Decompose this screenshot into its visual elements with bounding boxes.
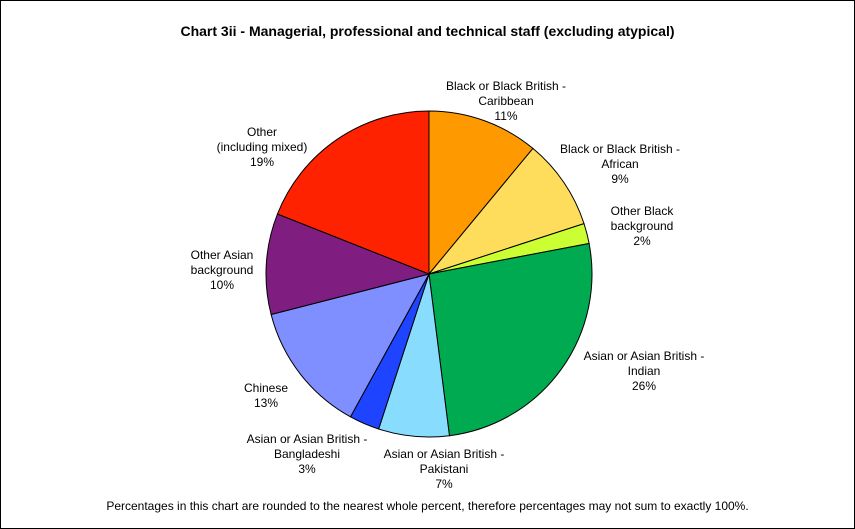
slice-label: Black or Black British -African 9% — [560, 142, 680, 186]
slice-label-line: 9% — [611, 172, 629, 186]
slice-label: Asian or Asian British -Indian 26% — [584, 349, 705, 393]
slice-label-line: 19% — [250, 155, 274, 169]
slice-label-line: Asian or Asian British - — [247, 432, 368, 446]
slice-label-line: Other — [247, 125, 277, 139]
pie-slice — [427, 147, 585, 276]
pie-slice — [276, 110, 430, 275]
slice-label-line: 7% — [435, 477, 453, 491]
slice-label: Chinese 13% — [244, 381, 288, 410]
slice-label-line: 2% — [633, 234, 651, 248]
slice-label: Black or Black British -Caribbean 11% — [446, 79, 566, 123]
slice-label: Asian or Asian British -Pakistani 7% — [384, 447, 505, 491]
slice-label-line: (including mixed) — [217, 140, 308, 154]
pie-slice — [428, 242, 593, 437]
slice-label-line: 3% — [298, 462, 316, 476]
slice-label: Asian or Asian British -Bangladeshi 3% — [247, 432, 368, 476]
chart-title: Chart 3ii - Managerial, professional and… — [180, 23, 675, 39]
pie-slice — [270, 273, 430, 418]
slice-label-line: Other Black — [611, 204, 675, 218]
slice-label-line: 11% — [494, 109, 517, 123]
slice-label-line: 26% — [632, 379, 656, 393]
slice-label-line: 10% — [210, 278, 234, 292]
slice-label-line: Caribbean — [478, 94, 533, 108]
slice-label-line: Indian — [628, 364, 661, 378]
pie-slice — [428, 110, 534, 276]
slice-label: Other Asian background 10% — [191, 248, 254, 292]
slice-label-line: Chinese — [244, 381, 288, 395]
pie-slice — [265, 213, 431, 316]
slice-label-line: Black or Black British - — [446, 79, 566, 93]
slice-label-line: Other Asian — [191, 248, 254, 262]
slice-label-line: Bangladeshi — [274, 447, 340, 461]
slice-label-line: Pakistani — [420, 462, 469, 476]
slice-label-line: Asian or Asian British - — [384, 447, 505, 461]
chart-footnote: Percentages in this chart are rounded to… — [106, 499, 749, 513]
slice-label-line: background — [191, 263, 254, 277]
slice-label-line: African — [601, 157, 638, 171]
slice-label-line: 13% — [254, 396, 278, 410]
slice-label: Other (including mixed) 19% — [217, 125, 308, 169]
slice-label-line: background — [611, 219, 674, 233]
slice-label-line: Asian or Asian British - — [584, 349, 705, 363]
slice-label: Other Black background 2% — [611, 204, 675, 248]
slice-label-line: Black or Black British - — [560, 142, 680, 156]
